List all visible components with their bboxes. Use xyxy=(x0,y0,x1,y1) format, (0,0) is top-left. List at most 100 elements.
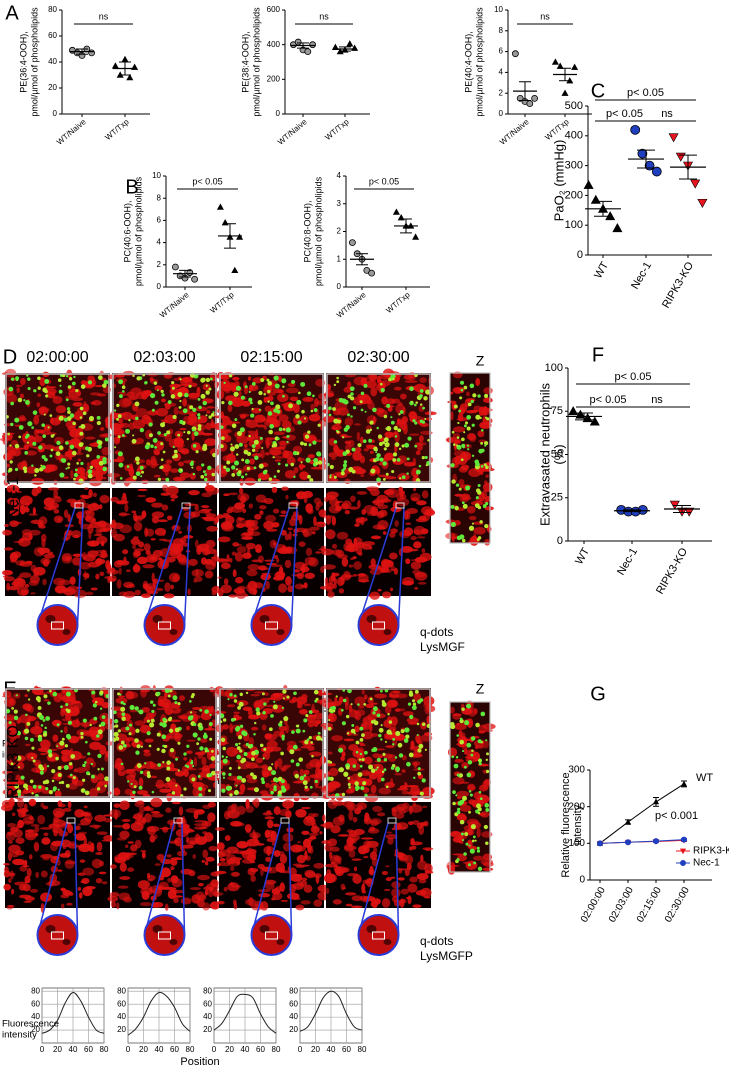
microscopy-signal xyxy=(113,459,122,462)
microscopy-signal xyxy=(266,810,271,814)
microscopy-signal xyxy=(341,709,344,712)
microscopy-signal xyxy=(82,503,89,508)
microscopy-signal xyxy=(311,793,318,799)
microscopy-signal xyxy=(183,460,196,463)
microscopy-signal xyxy=(387,832,392,834)
microscopy-signal xyxy=(219,377,229,380)
microscopy-signal xyxy=(224,887,228,892)
microscopy-signal xyxy=(246,569,257,576)
microscopy-signal xyxy=(264,750,270,760)
y-tick-label: 1 xyxy=(337,254,342,263)
microscopy-signal xyxy=(462,539,466,543)
microscopy-signal xyxy=(351,858,361,860)
microscopy-signal xyxy=(57,800,62,807)
microscopy-signal xyxy=(84,722,88,729)
microscopy-signal xyxy=(118,729,121,732)
microscopy-signal xyxy=(37,376,41,380)
microscopy-signal xyxy=(157,733,161,737)
microscopy-signal xyxy=(309,736,312,739)
microscopy-signal xyxy=(173,733,182,738)
microscopy-signal xyxy=(354,523,359,527)
microscopy-signal xyxy=(305,855,311,860)
microscopy-signal xyxy=(417,772,421,776)
microscopy-signal xyxy=(366,399,372,404)
microscopy-signal xyxy=(288,531,292,540)
microscopy-signal xyxy=(128,467,134,477)
microscopy-signal xyxy=(381,559,390,568)
microscopy-signal xyxy=(158,696,165,703)
microscopy-signal xyxy=(424,418,426,420)
microscopy-signal xyxy=(177,742,180,745)
microscopy-signal xyxy=(354,781,359,786)
microscopy-signal xyxy=(464,832,468,836)
microscopy-signal xyxy=(383,478,386,481)
microscopy-signal xyxy=(328,406,332,410)
microscopy-signal xyxy=(161,398,166,402)
microscopy-signal xyxy=(60,709,65,717)
microscopy-signal xyxy=(227,810,240,819)
microscopy-signal xyxy=(476,803,481,808)
microscopy-signal xyxy=(398,743,403,748)
microscopy-signal xyxy=(61,781,64,784)
microscopy-signal xyxy=(464,766,467,769)
microscopy-signal xyxy=(6,583,10,591)
microscopy-signal xyxy=(357,500,361,508)
microscopy-signal xyxy=(482,406,487,416)
x-tick-label: RIPK3-KO xyxy=(654,546,690,597)
microscopy-signal xyxy=(344,460,348,464)
microscopy-signal xyxy=(144,762,146,764)
microscopy-signal xyxy=(136,471,141,476)
microscopy-signal xyxy=(95,701,98,704)
microscopy-signal xyxy=(229,693,232,696)
microscopy-signal xyxy=(404,727,409,732)
microscopy-signal xyxy=(353,537,362,545)
microscopy-signal xyxy=(376,427,378,429)
microscopy-signal xyxy=(117,579,122,589)
microscopy-signal xyxy=(25,744,30,746)
microscopy-signal xyxy=(303,774,306,777)
microscopy-signal xyxy=(194,811,199,819)
microscopy-signal xyxy=(425,456,428,459)
microscopy-signal xyxy=(380,383,383,386)
microscopy-signal xyxy=(99,745,106,755)
microscopy-signal xyxy=(154,446,157,449)
microscopy-signal xyxy=(473,836,476,839)
microscopy-signal xyxy=(467,444,469,446)
microscopy-signal xyxy=(418,744,423,749)
microscopy-signal xyxy=(144,543,151,551)
microscopy-signal xyxy=(31,426,34,429)
microscopy-signal xyxy=(190,711,192,713)
microscopy-signal xyxy=(195,752,206,756)
microscopy-signal xyxy=(249,503,253,508)
microscopy-signal xyxy=(412,705,417,710)
microscopy-signal xyxy=(382,441,385,444)
y-axis-label: intensity xyxy=(572,804,584,845)
microscopy-signal xyxy=(41,870,48,877)
legend-label: LysMGF xyxy=(420,640,465,654)
microscopy-signal xyxy=(354,468,366,474)
microscopy-signal xyxy=(235,552,243,561)
microscopy-signal xyxy=(470,754,473,757)
microscopy-signal xyxy=(206,385,208,387)
microscopy-signal xyxy=(353,764,356,767)
microscopy-signal xyxy=(312,395,315,398)
microscopy-signal xyxy=(334,476,337,479)
microscopy-signal xyxy=(17,820,24,828)
microscopy-signal xyxy=(4,576,15,581)
microscopy-signal xyxy=(210,377,213,380)
microscopy-signal xyxy=(99,872,107,875)
microscopy-signal xyxy=(390,416,392,418)
microscopy-signal xyxy=(346,904,353,907)
microscopy-signal xyxy=(118,451,123,456)
microscopy-signal xyxy=(353,574,358,577)
microscopy-signal xyxy=(17,576,22,585)
microscopy-signal xyxy=(161,734,166,739)
microscopy-signal xyxy=(215,827,225,831)
microscopy-signal xyxy=(96,878,103,883)
microscopy-signal xyxy=(157,763,161,767)
microscopy-signal xyxy=(41,538,45,547)
microscopy-signal xyxy=(194,823,205,826)
microscopy-signal xyxy=(134,785,137,788)
microscopy-signal xyxy=(41,724,44,727)
microscopy-signal xyxy=(405,523,411,525)
